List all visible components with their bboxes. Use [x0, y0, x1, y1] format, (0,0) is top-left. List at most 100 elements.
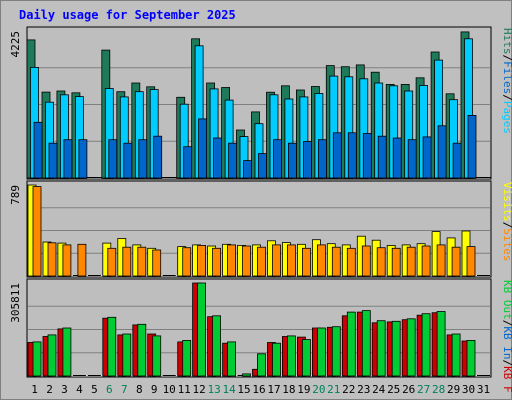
panel-2-sites-bar-day-16: [257, 246, 266, 277]
panel-2-sites-bar-day-12: [197, 244, 207, 277]
panel-3-kb_out-bar-day-24: [376, 320, 386, 377]
x-tick-label-day-25: 25: [387, 383, 400, 396]
panel-2-sites-bar-day-23: [361, 245, 371, 277]
x-tick-label-day-6: 6: [106, 383, 113, 396]
panel-2-sites-bar-day-22: [346, 247, 356, 277]
panel-3-kb_out-bar-day-11: [182, 339, 192, 377]
panel-1-pages-bar-day-20: [317, 139, 327, 179]
panel-1-pages-bar-day-31: [483, 177, 492, 178]
panel-1-pages-bar-day-25: [392, 137, 402, 179]
panel-3-kb_out-bar-day-8: [137, 323, 147, 377]
panel-3-kb_out-bar-day-16: [257, 353, 266, 377]
panel-2-sites-bar-day-27: [421, 245, 431, 277]
panel-3-kb_out-bar-day-29: [451, 333, 461, 377]
panel-3-kb_out-bar-day-26: [406, 318, 416, 377]
panel-3-kb_out-bar-day-25: [391, 320, 401, 377]
x-tick-label-day-3: 3: [61, 383, 68, 396]
panel-3-kb_out-bar-day-6: [107, 316, 117, 377]
panel-1-pages-bar-day-8: [138, 139, 148, 179]
panel-3-kb_out-bar-day-28: [436, 311, 446, 377]
x-tick-label-day-2: 2: [46, 383, 53, 396]
panel-3-kb_out-bar-day-15: [242, 373, 251, 377]
x-tick-label-day-30: 30: [462, 383, 475, 396]
x-tick-label-day-26: 26: [402, 383, 415, 396]
panel-1-pages-bar-day-1: [33, 121, 43, 179]
panel-2-legend-part-1: Visits: [501, 182, 512, 222]
x-tick-label-day-7: 7: [121, 383, 128, 396]
panel-3-kb_out-bar-day-20: [316, 327, 326, 377]
panel-2-sites-bar-day-29: [451, 246, 461, 277]
panel-2-sites-bar-day-1: [32, 186, 42, 277]
panel-1-pages-bar-day-23: [362, 133, 372, 179]
x-tick-label-day-22: 22: [342, 383, 355, 396]
panel-2-ymax-label: 789: [9, 185, 22, 205]
panel-2-sites-bar-day-21: [331, 246, 341, 277]
panel-2-sites-bar-day-13: [212, 247, 222, 277]
panel-1-ymax-label: 4225: [9, 31, 22, 58]
panel-2-visits-bar-day-31: [477, 275, 486, 276]
panel-3-kb_out-bar-day-30: [466, 339, 476, 377]
panel-1-pages-bar-day-18: [287, 142, 297, 179]
x-tick-label-day-10: 10: [163, 383, 176, 396]
panel-1-pages-bar-day-27: [422, 136, 432, 179]
panel-2-sites-bar-day-20: [316, 244, 326, 277]
panel-3-kb_out-bar-day-4: [77, 375, 86, 376]
panel-1-legend: Hits/Files/Pages: [501, 28, 512, 134]
panel-3-legend: KB Out/KB In/KB F: [501, 280, 512, 393]
panel-3-legend-part-4: /: [501, 360, 512, 367]
panel-1-pages-bar-day-29: [452, 142, 462, 179]
x-tick-label-day-16: 16: [252, 383, 265, 396]
panel-3-kb_out-bar-day-2: [47, 334, 57, 377]
x-tick-label-day-21: 21: [327, 383, 340, 396]
panel-2-visits-bar-day-10: [162, 275, 171, 276]
panel-2-sites-bar-day-28: [436, 244, 446, 277]
panel-1-pages-bar-day-19: [302, 141, 312, 179]
panel-3-kb_out-bar-day-22: [346, 311, 356, 377]
panel-2-sites-bar-day-11: [182, 247, 192, 277]
panel-2-sites-bar-day-14: [227, 244, 237, 277]
panel-3-kb_in-bar-day-10: [162, 375, 171, 376]
panel-3-ymax-label: 305811: [9, 283, 22, 323]
panel-1-pages-bar-day-14: [228, 142, 238, 179]
panel-2-sites-bar-day-30: [466, 246, 476, 277]
x-tick-label-day-27: 27: [417, 383, 430, 396]
panel-2-sites-bar-day-26: [406, 246, 416, 277]
x-tick-label-day-14: 14: [222, 383, 236, 396]
panel-2-sites-bar-day-18: [286, 244, 296, 277]
x-tick-label-day-12: 12: [192, 383, 205, 396]
panel-3-kb_in-bar-day-5: [87, 375, 96, 376]
x-tick-label-day-15: 15: [237, 383, 250, 396]
panel-3-kb_in-bar-day-15: [237, 375, 246, 376]
panel-1-pages-bar-day-16: [258, 153, 267, 179]
panel-1-pages-bar-day-6: [108, 139, 118, 179]
panel-2-sites-bar-day-25: [391, 247, 401, 277]
panel-1-legend-part-3: Files: [501, 61, 512, 94]
panel-1-pages-bar-day-2: [48, 142, 58, 179]
panel-3-kb_out-bar-day-3: [62, 327, 72, 377]
panel-1-legend-part-2: /: [501, 55, 512, 62]
chart-title: Daily usage for September 2025: [19, 8, 236, 22]
panel-2-sites-bar-day-19: [301, 247, 311, 277]
panel-1-pages-bar-day-13: [213, 137, 223, 179]
panel-1-pages-bar-day-9: [153, 135, 163, 179]
panel-1-pages-bar-day-11: [183, 146, 193, 179]
x-tick-label-day-11: 11: [178, 383, 191, 396]
panel-2-sites-bar-day-9: [152, 249, 162, 277]
panel-3-kb_out-bar-day-27: [421, 313, 431, 377]
panel-2-sites-bar-day-31: [482, 275, 491, 276]
x-tick-label-day-9: 9: [151, 383, 158, 396]
panel-2-sites-bar-day-8: [137, 246, 147, 277]
panel-3-kb_out-bar-day-1: [32, 341, 42, 377]
panel-1-pages-bar-day-22: [347, 132, 357, 179]
panel-2-sites-bar-day-24: [376, 247, 386, 277]
x-tick-label-day-4: 4: [76, 383, 83, 396]
panel-3-kb_out-bar-day-10: [167, 375, 176, 376]
panel-1-legend-part-1: Hits: [501, 28, 512, 55]
panel-2-visits-bar-day-4: [72, 275, 81, 276]
panel-3-legend-part-5: KB F: [501, 366, 512, 393]
panel-2-sites-bar-day-7: [122, 246, 132, 277]
panel-2-sites-bar-day-6: [107, 247, 117, 277]
x-tick-label-day-19: 19: [297, 383, 310, 396]
